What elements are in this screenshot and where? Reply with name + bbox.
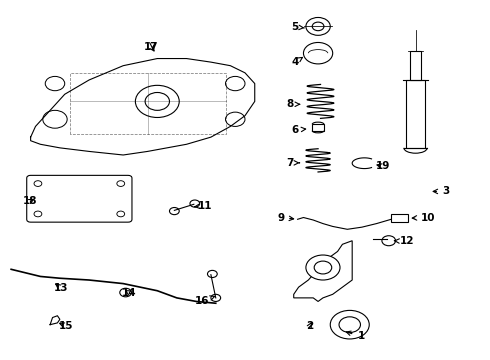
Bar	[391, 214, 408, 222]
Circle shape	[190, 200, 200, 207]
Text: 5: 5	[292, 22, 304, 32]
Bar	[312, 124, 324, 131]
Text: 2: 2	[306, 321, 314, 331]
Bar	[410, 51, 421, 80]
Circle shape	[34, 211, 42, 217]
Circle shape	[43, 111, 67, 128]
Circle shape	[330, 310, 369, 339]
Text: 4: 4	[292, 57, 302, 67]
Text: 15: 15	[58, 321, 73, 331]
Text: 12: 12	[394, 237, 415, 247]
Circle shape	[339, 317, 361, 333]
Circle shape	[207, 270, 217, 278]
Text: 16: 16	[195, 296, 215, 306]
Text: 14: 14	[122, 288, 136, 297]
Circle shape	[306, 255, 340, 280]
Circle shape	[314, 261, 332, 274]
Text: 1: 1	[346, 331, 365, 342]
Text: 11: 11	[195, 201, 212, 211]
Circle shape	[117, 211, 124, 217]
Text: 17: 17	[144, 42, 159, 52]
Polygon shape	[294, 241, 352, 301]
Circle shape	[45, 76, 65, 91]
Text: 10: 10	[412, 212, 435, 222]
Text: 6: 6	[292, 125, 306, 135]
Circle shape	[135, 85, 179, 117]
Text: 13: 13	[53, 283, 68, 293]
Circle shape	[34, 181, 42, 186]
Text: 3: 3	[433, 186, 449, 197]
Text: 7: 7	[287, 158, 299, 168]
Circle shape	[211, 294, 220, 301]
Circle shape	[225, 76, 245, 91]
Text: 8: 8	[287, 99, 300, 109]
Circle shape	[303, 42, 333, 64]
Text: 19: 19	[376, 161, 390, 171]
Circle shape	[145, 93, 170, 111]
Circle shape	[117, 181, 124, 186]
Text: 18: 18	[23, 197, 37, 206]
Text: 9: 9	[277, 212, 294, 222]
Circle shape	[312, 22, 324, 31]
Bar	[406, 80, 425, 148]
Circle shape	[225, 112, 245, 126]
Circle shape	[120, 288, 131, 297]
Circle shape	[382, 236, 395, 246]
FancyBboxPatch shape	[27, 175, 132, 222]
Circle shape	[170, 207, 179, 215]
Circle shape	[306, 18, 330, 35]
